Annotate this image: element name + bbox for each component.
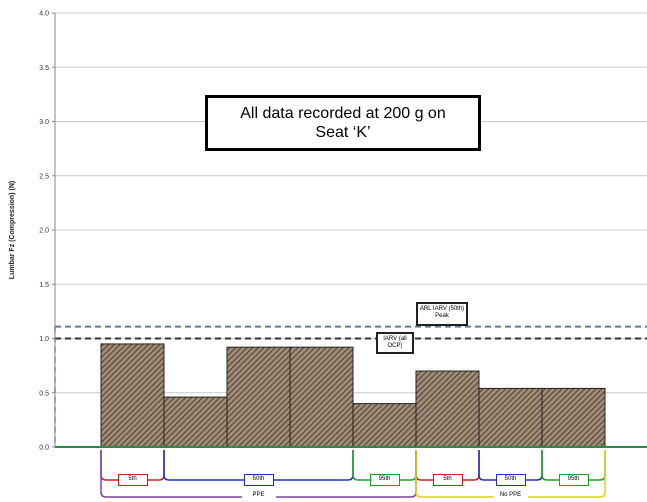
bar: [415, 370, 480, 448]
axes: [54, 13, 647, 448]
annotation-line-1: All data recorded at 200 g on: [240, 105, 446, 122]
y-tick-label: 3.5: [39, 65, 49, 72]
bar: [289, 346, 354, 448]
y-tick-label: 3.0: [39, 119, 49, 126]
y-tick-label: 0.5: [39, 390, 49, 397]
group-label: 5th: [432, 474, 463, 486]
y-axis-ticks: 0.0 0.5 1.0 1.5 2.0 2.5 3.0 3.5 4.0: [39, 11, 55, 452]
group-label: 50th: [243, 474, 274, 486]
y-axis-label: Lumbar Fz (Compression) (N): [9, 181, 16, 279]
annotation-box: All data recorded at 200 g on Seat ‘K’: [205, 95, 481, 151]
y-tick-label: 1.0: [39, 336, 49, 343]
category-label: No PPE: [493, 491, 528, 500]
category-label: PPE: [241, 491, 276, 500]
gridlines: [55, 12, 647, 394]
group-label: 5th: [117, 474, 148, 486]
bar: [352, 403, 417, 448]
group-brackets: [100, 450, 606, 498]
y-tick-label: 2.0: [39, 228, 49, 235]
annotation-line-2: Seat ‘K’: [315, 124, 371, 141]
y-tick-label: 2.5: [39, 173, 49, 180]
bar: [478, 387, 543, 448]
bar: [541, 387, 606, 448]
ref-label-arl-iarv: ARL IARV (50th) Peak: [416, 302, 468, 326]
y-tick-label: 0.0: [39, 445, 49, 452]
bar: [163, 396, 228, 448]
ref-label-iarv-all-ocp: IARV (all OCP): [376, 332, 414, 354]
y-tick-label: 4.0: [39, 11, 49, 18]
bar: [100, 343, 165, 448]
group-label: 50th: [495, 474, 526, 486]
group-label: 95th: [558, 474, 589, 486]
y-tick-label: 1.5: [39, 282, 49, 289]
group-label: 95th: [369, 474, 400, 486]
bar: [226, 346, 291, 448]
bars: [100, 343, 606, 448]
